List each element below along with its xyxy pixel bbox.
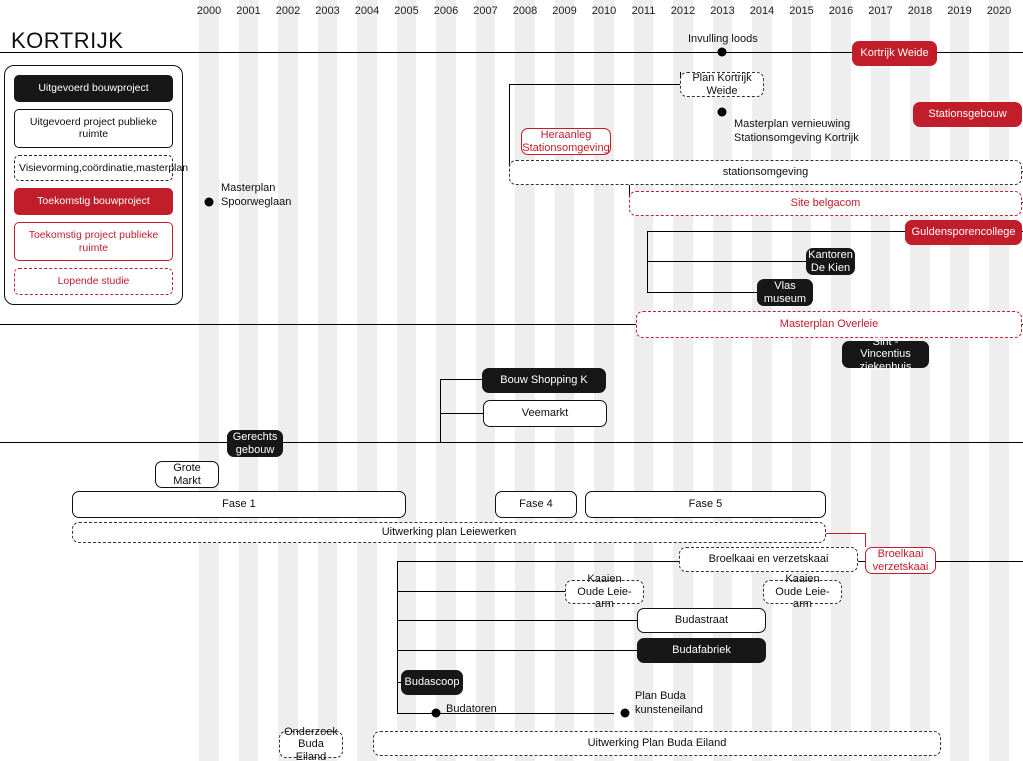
year-label: 2006 xyxy=(434,5,458,17)
milestone-dot xyxy=(718,48,727,57)
year-label: 2004 xyxy=(355,5,379,17)
year-label: 2016 xyxy=(829,5,853,17)
year-label: 2003 xyxy=(315,5,339,17)
milestone-dot xyxy=(432,709,441,718)
year-label: 2014 xyxy=(750,5,774,17)
connector-line xyxy=(647,231,648,292)
legend-item: Uitgevoerd bouwproject xyxy=(14,75,173,102)
timeline-event: Broelkaai en verzetskaai xyxy=(679,547,858,572)
connector-line xyxy=(397,591,565,592)
year-label: 2017 xyxy=(868,5,892,17)
legend-item: Lopende studie xyxy=(14,268,173,295)
legend: Uitgevoerd bouwproject Uitgevoerd project… xyxy=(4,65,183,305)
year-label: 2020 xyxy=(987,5,1011,17)
timeline-event: Bouw Shopping K xyxy=(482,368,606,393)
legend-item: Uitgevoerd project publieke ruimte xyxy=(14,109,173,148)
timeline-event: Budafabriek xyxy=(637,638,766,663)
year-stripe xyxy=(239,0,259,761)
note-label: Budatoren xyxy=(446,703,497,717)
year-stripe xyxy=(278,0,298,761)
note-label: Plan Budakunsteneiland xyxy=(635,690,703,718)
timeline-event: Fase 4 xyxy=(495,491,577,518)
timeline-event: Fase 1 xyxy=(72,491,406,518)
timeline-event: Plan Kortrijk Weide xyxy=(680,72,764,97)
timeline-event: Uitwerking Plan Buda Eiland xyxy=(373,731,941,756)
connector-line xyxy=(397,650,637,651)
connector-line-red xyxy=(865,533,866,547)
year-stripe xyxy=(397,0,417,761)
timeline-event: Budastraat xyxy=(637,608,766,633)
timeline-event: OnderzoekBuda Eiland xyxy=(279,731,343,758)
timeline-event: Gerechtsgebouw xyxy=(227,430,283,457)
note-label: Masterplan vernieuwingStationsomgeving K… xyxy=(734,118,859,146)
year-label: 2005 xyxy=(394,5,418,17)
timeline-event: Uitwerking plan Leiewerken xyxy=(72,522,826,543)
milestone-dot xyxy=(205,198,214,207)
year-stripe xyxy=(871,0,891,761)
timeline-event: KantorenDe Kien xyxy=(806,248,855,275)
year-label: 2001 xyxy=(236,5,260,17)
connector-line xyxy=(647,292,757,293)
connector-line xyxy=(509,84,680,85)
year-label: 2008 xyxy=(513,5,537,17)
year-label: 2002 xyxy=(276,5,300,17)
year-label: 2007 xyxy=(473,5,497,17)
year-stripe xyxy=(199,0,219,761)
note-label: Invulling loods xyxy=(688,33,758,47)
connector-line xyxy=(0,442,1023,443)
connector-line xyxy=(397,620,637,621)
timeline-event: Vlasmuseum xyxy=(757,279,813,306)
timeline-event: Veemarkt xyxy=(483,400,607,427)
year-label: 2013 xyxy=(710,5,734,17)
page-title: KORTRIJK xyxy=(11,28,123,54)
timeline-event: stationsomgeving xyxy=(509,160,1022,185)
timeline-event: Kortrijk Weide xyxy=(852,41,937,66)
year-stripe xyxy=(357,0,377,761)
year-label: 2009 xyxy=(552,5,576,17)
timeline-event: HeraanlegStationsomgeving xyxy=(521,128,611,155)
timeline-event: KaaienOude Leie-arm xyxy=(763,580,842,604)
year-label: 2019 xyxy=(947,5,971,17)
year-label: 2011 xyxy=(632,5,656,17)
timeline-event: Guldensporencollege xyxy=(905,220,1022,245)
connector-line xyxy=(397,561,398,713)
milestone-dot xyxy=(621,709,630,718)
timeline-event: Budascoop xyxy=(401,670,463,695)
connector-line xyxy=(397,713,614,714)
year-label: 2000 xyxy=(197,5,221,17)
legend-item: Visievorming,coördinatie,masterplan xyxy=(14,155,173,182)
timeline-event: Site belgacom xyxy=(629,191,1022,216)
connector-line-red xyxy=(826,533,865,534)
year-stripe xyxy=(792,0,812,761)
connector-line xyxy=(509,84,510,171)
year-label: 2012 xyxy=(671,5,695,17)
connector-line xyxy=(647,261,806,262)
legend-item: Toekomstig project publieke ruimte xyxy=(14,222,173,261)
timeline-event: Broelkaaiverzetskaai xyxy=(865,547,936,574)
timeline-event: Stationsgebouw xyxy=(913,102,1022,127)
timeline-event: Sint - Vincentiusziekenhuis xyxy=(842,341,929,368)
connector-line xyxy=(440,413,483,414)
legend-item: Toekomstig bouwproject xyxy=(14,188,173,215)
timeline-event: KaaienOude Leie-arm xyxy=(565,580,644,604)
year-label: 2010 xyxy=(592,5,616,17)
connector-line xyxy=(440,379,482,380)
year-label: 2015 xyxy=(789,5,813,17)
milestone-dot xyxy=(718,108,727,117)
timeline-event: Grote Markt xyxy=(155,461,219,488)
year-label: 2018 xyxy=(908,5,932,17)
timeline-event: Fase 5 xyxy=(585,491,826,518)
connector-line xyxy=(440,379,441,442)
note-label: MasterplanSpoorweglaan xyxy=(221,182,291,210)
year-stripe xyxy=(831,0,851,761)
timeline-event: Masterplan Overleie xyxy=(636,311,1022,338)
year-stripe xyxy=(318,0,338,761)
